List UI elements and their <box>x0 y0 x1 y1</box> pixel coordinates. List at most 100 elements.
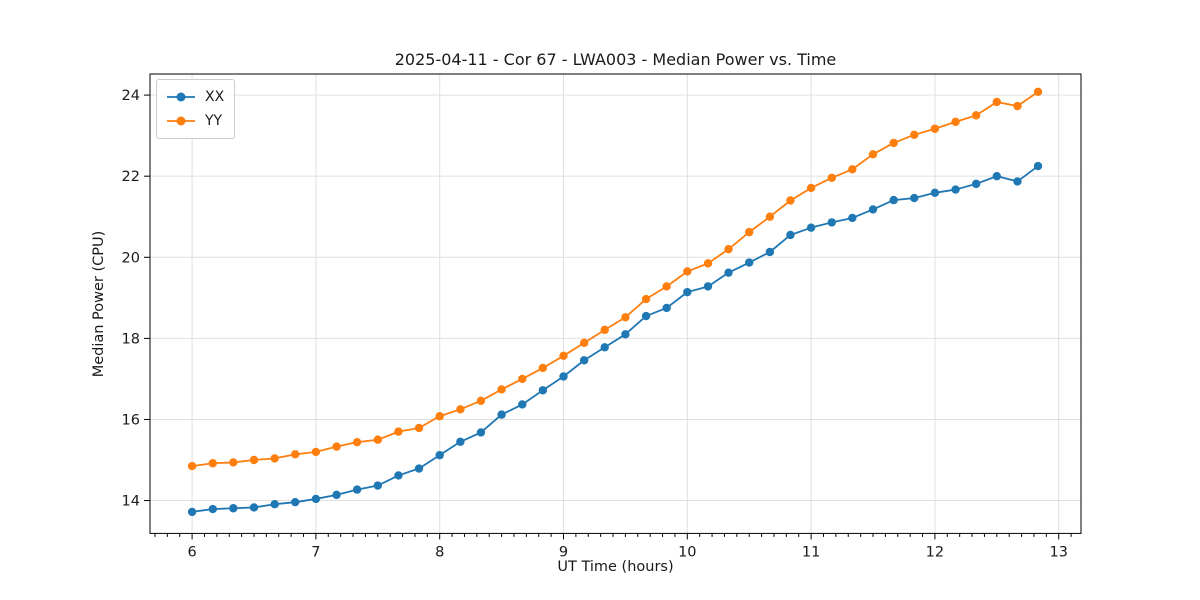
series-line-xx <box>191 165 1039 513</box>
data-point-xx <box>889 195 898 205</box>
data-point-xx <box>311 494 321 504</box>
data-point-yy <box>930 124 940 133</box>
data-point-xx <box>827 218 836 227</box>
y-tick-label: 22 <box>122 169 140 185</box>
legend-marker-icon <box>176 92 186 102</box>
data-point-yy <box>662 282 671 291</box>
data-point-yy <box>187 461 197 471</box>
data-point-xx <box>229 504 238 513</box>
data-point-yy <box>352 437 362 447</box>
data-point-xx <box>518 400 527 409</box>
legend-item-xx: XX <box>166 85 224 109</box>
y-axis-label: Median Power (CPU) <box>91 230 107 378</box>
data-point-xx <box>848 213 857 223</box>
data-point-xx <box>414 464 424 473</box>
x-tick-label: 10 <box>678 544 696 560</box>
x-tick-label: 9 <box>559 544 568 560</box>
data-point-yy <box>373 435 382 444</box>
data-point-xx <box>497 410 506 419</box>
data-point-xx <box>641 311 651 321</box>
data-point-yy <box>435 412 444 421</box>
data-point-xx <box>208 504 217 514</box>
data-point-yy <box>868 150 878 159</box>
data-point-yy <box>621 313 630 322</box>
data-point-xx <box>951 185 960 194</box>
data-point-xx <box>559 372 568 381</box>
data-point-xx <box>600 343 609 352</box>
data-point-yy <box>394 427 403 436</box>
series-line-yy <box>191 91 1039 467</box>
data-point-xx <box>765 247 775 257</box>
data-point-yy <box>1013 101 1022 111</box>
data-point-xx <box>270 500 279 509</box>
y-tick-label: 20 <box>122 250 140 266</box>
data-point-yy <box>518 374 527 384</box>
data-point-yy <box>806 183 816 193</box>
data-point-yy <box>848 165 857 174</box>
data-point-xx <box>910 193 919 203</box>
data-point-xx <box>806 223 816 232</box>
data-point-yy <box>249 455 259 465</box>
y-tick-label: 14 <box>122 494 140 510</box>
data-point-yy <box>951 117 960 127</box>
data-point-yy <box>910 130 919 140</box>
data-point-xx <box>394 471 403 480</box>
x-tick-label: 6 <box>187 544 196 560</box>
data-point-xx <box>187 507 197 517</box>
legend-marker-icon <box>176 116 186 126</box>
data-point-yy <box>538 363 548 373</box>
data-point-xx <box>249 503 259 512</box>
data-point-yy <box>1033 87 1043 97</box>
data-point-yy <box>724 244 733 254</box>
data-point-xx <box>786 230 795 240</box>
legend-line-marker-icon <box>167 116 195 126</box>
data-point-yy <box>208 459 217 468</box>
data-point-xx <box>476 428 486 437</box>
chart-title: 2025-04-11 - Cor 67 - LWA003 - Median Po… <box>394 50 837 69</box>
data-point-yy <box>229 458 238 467</box>
data-point-yy <box>414 423 424 433</box>
data-point-xx <box>579 356 589 365</box>
data-point-xx <box>291 497 300 507</box>
legend-item-yy: YY <box>166 109 224 133</box>
data-point-yy <box>971 111 981 120</box>
data-point-yy <box>497 385 506 394</box>
data-point-xx <box>352 485 362 494</box>
data-point-yy <box>745 227 754 237</box>
legend-label: XX <box>205 89 225 105</box>
x-tick-label: 8 <box>435 544 444 560</box>
x-axis-label: UT Time (hours) <box>557 559 674 575</box>
data-point-yy <box>827 173 836 183</box>
legend-line-marker-icon <box>167 92 195 102</box>
data-point-xx <box>662 303 671 313</box>
data-point-xx <box>538 386 548 395</box>
data-point-xx <box>745 258 754 267</box>
data-point-yy <box>559 351 568 361</box>
data-point-yy <box>889 138 898 148</box>
data-point-xx <box>868 205 878 214</box>
y-tick-label: 16 <box>122 412 140 428</box>
data-point-xx <box>703 282 713 291</box>
data-point-xx <box>1013 177 1022 186</box>
data-point-xx <box>435 450 444 460</box>
data-point-yy <box>456 405 465 414</box>
data-point-xx <box>456 437 465 446</box>
data-point-yy <box>270 454 279 463</box>
data-point-xx <box>930 188 940 198</box>
data-point-yy <box>291 450 300 459</box>
data-point-xx <box>683 287 692 297</box>
data-point-xx <box>1033 161 1043 171</box>
y-tick-label: 24 <box>122 88 140 104</box>
axes-spines <box>149 73 1082 534</box>
data-point-xx <box>971 179 981 189</box>
y-tick-label: 18 <box>122 331 140 347</box>
data-point-yy <box>786 196 795 205</box>
data-point-yy <box>579 338 589 348</box>
data-point-yy <box>600 325 609 335</box>
data-point-yy <box>703 259 713 268</box>
data-point-xx <box>992 171 1002 181</box>
data-point-xx <box>724 268 733 277</box>
data-point-yy <box>311 447 321 457</box>
